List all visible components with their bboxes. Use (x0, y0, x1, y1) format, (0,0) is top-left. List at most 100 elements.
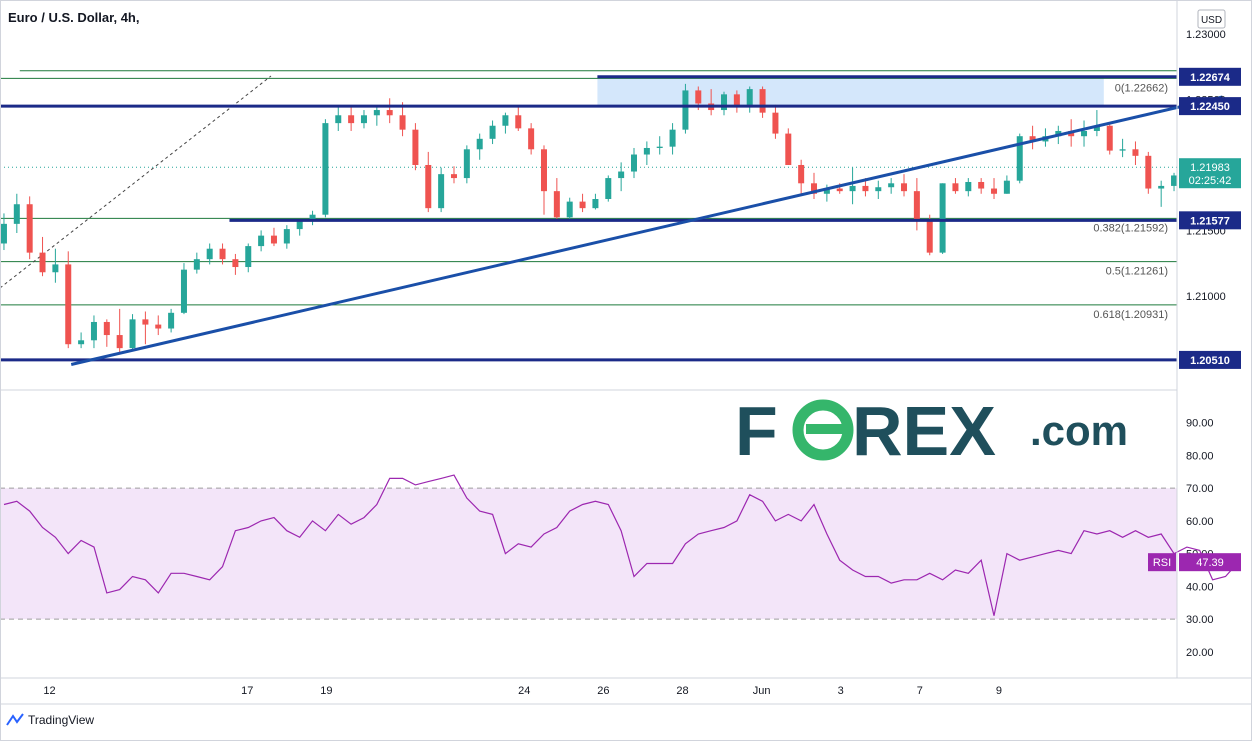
candle-body (630, 154, 637, 172)
candle-body (309, 214, 316, 220)
candle-body (155, 324, 162, 329)
candle-body (1003, 180, 1010, 194)
candle-body (528, 128, 535, 150)
candle-body (502, 115, 509, 126)
price-pane: 0(1.22662) 0.382(1.21592) 0.5(1.21261) 0.61… (0, 70, 1223, 366)
rsi-name-tag (1148, 553, 1176, 572)
candle-body (605, 178, 612, 199)
candle-body (811, 183, 818, 194)
price-tick-label: 1.23000 (1186, 29, 1226, 41)
currency-label: USD (1201, 15, 1222, 26)
candle-body (1158, 185, 1165, 189)
candle-body (862, 185, 869, 192)
candle-body (991, 188, 998, 194)
rsi-tick-label: 40.00 (1186, 581, 1214, 593)
candle-body (1119, 149, 1126, 151)
rsi-tick-label: 80.00 (1186, 450, 1214, 462)
tradingview-logo-icon (6, 713, 24, 726)
candle-body (643, 147, 650, 155)
chart-title: Euro / U.S. Dollar, 4h, (8, 10, 140, 25)
candle-body (1081, 130, 1088, 137)
candle-body (592, 199, 599, 209)
candle-body (142, 319, 149, 325)
level-price-label: 1.22674 (1190, 72, 1231, 84)
candle-body (553, 191, 560, 218)
candle-body (798, 164, 805, 184)
candle-body (168, 312, 175, 329)
fib-label: 0(1.22662) (1115, 82, 1168, 94)
time-tick-label: 9 (996, 685, 1002, 697)
candle-body (759, 89, 766, 113)
rsi-line (3, 474, 1239, 616)
candle-body (913, 191, 920, 222)
time-tick-label: 7 (917, 685, 923, 697)
candle-body (618, 171, 625, 179)
candle-body (926, 221, 933, 253)
last-price-label: 1.21983 (1190, 162, 1230, 174)
candle-body (373, 110, 380, 116)
rsi-pane (0, 474, 1239, 620)
candle-body (836, 188, 843, 192)
candle-body (823, 188, 830, 194)
candle-body (0, 223, 7, 244)
rsi-value-label: 47.39 (1196, 557, 1224, 569)
candle-body (13, 204, 20, 224)
candle-body (1132, 149, 1139, 156)
time-tick-label: 3 (838, 685, 844, 697)
candle-body (463, 149, 470, 179)
time-tick-label: 28 (676, 685, 688, 697)
level-price-tag (1179, 211, 1241, 230)
candle-body (888, 183, 895, 188)
candle-body (438, 174, 445, 209)
candle-body (476, 138, 483, 150)
currency-box[interactable] (1197, 9, 1226, 29)
candle-body (721, 94, 728, 111)
watermark-o-icon (792, 399, 854, 461)
candle-body (232, 259, 239, 268)
candle-body (695, 90, 702, 104)
candle-body (360, 115, 367, 124)
candle-body (348, 115, 355, 124)
candle-body (270, 235, 277, 244)
rsi-band (0, 488, 1177, 620)
candle-body (399, 115, 406, 130)
candle-body (540, 149, 547, 192)
rsi-tick-label: 20.00 (1186, 647, 1214, 659)
rsi-tick-label: 70.00 (1186, 483, 1214, 495)
last-price-tag (1179, 158, 1241, 189)
fib-label: 0.618(1.20931) (1093, 309, 1168, 321)
fib-label: 0.5(1.21261) (1106, 266, 1168, 278)
candle-body (978, 181, 985, 189)
candle-body (386, 110, 393, 116)
candle-body (489, 125, 496, 139)
candle-body (206, 248, 213, 260)
price-tick-label: 1.21000 (1186, 291, 1226, 303)
candle-body (733, 94, 740, 108)
level-price-label: 1.22450 (1190, 101, 1230, 113)
candle-body (939, 183, 946, 253)
candle-body (425, 164, 432, 209)
candle-body (322, 123, 329, 215)
candle-body (566, 201, 573, 218)
candle-body (65, 264, 72, 345)
watermark-letter: F (735, 392, 778, 470)
candle-body (78, 340, 85, 345)
candle-body (772, 112, 779, 134)
tradingview-footer[interactable]: TradingView (6, 713, 94, 727)
fib-label: 0.382(1.21592) (1093, 222, 1168, 234)
countdown-label: 02:25:42 (1189, 175, 1232, 187)
time-tick-label: 26 (597, 685, 609, 697)
rsi-tick-label: 90.00 (1186, 418, 1214, 430)
highlight-zone (597, 76, 1104, 107)
rsi-value-tag (1179, 553, 1241, 572)
candle-body (1016, 136, 1023, 181)
candle-body (682, 90, 689, 130)
candle-body (245, 246, 252, 268)
candle-body (412, 129, 419, 165)
rsi-tick-label: 60.00 (1186, 516, 1214, 528)
candle-body (965, 181, 972, 192)
candle-body (39, 252, 46, 273)
forex-watermark: F REX .com (735, 392, 1128, 470)
